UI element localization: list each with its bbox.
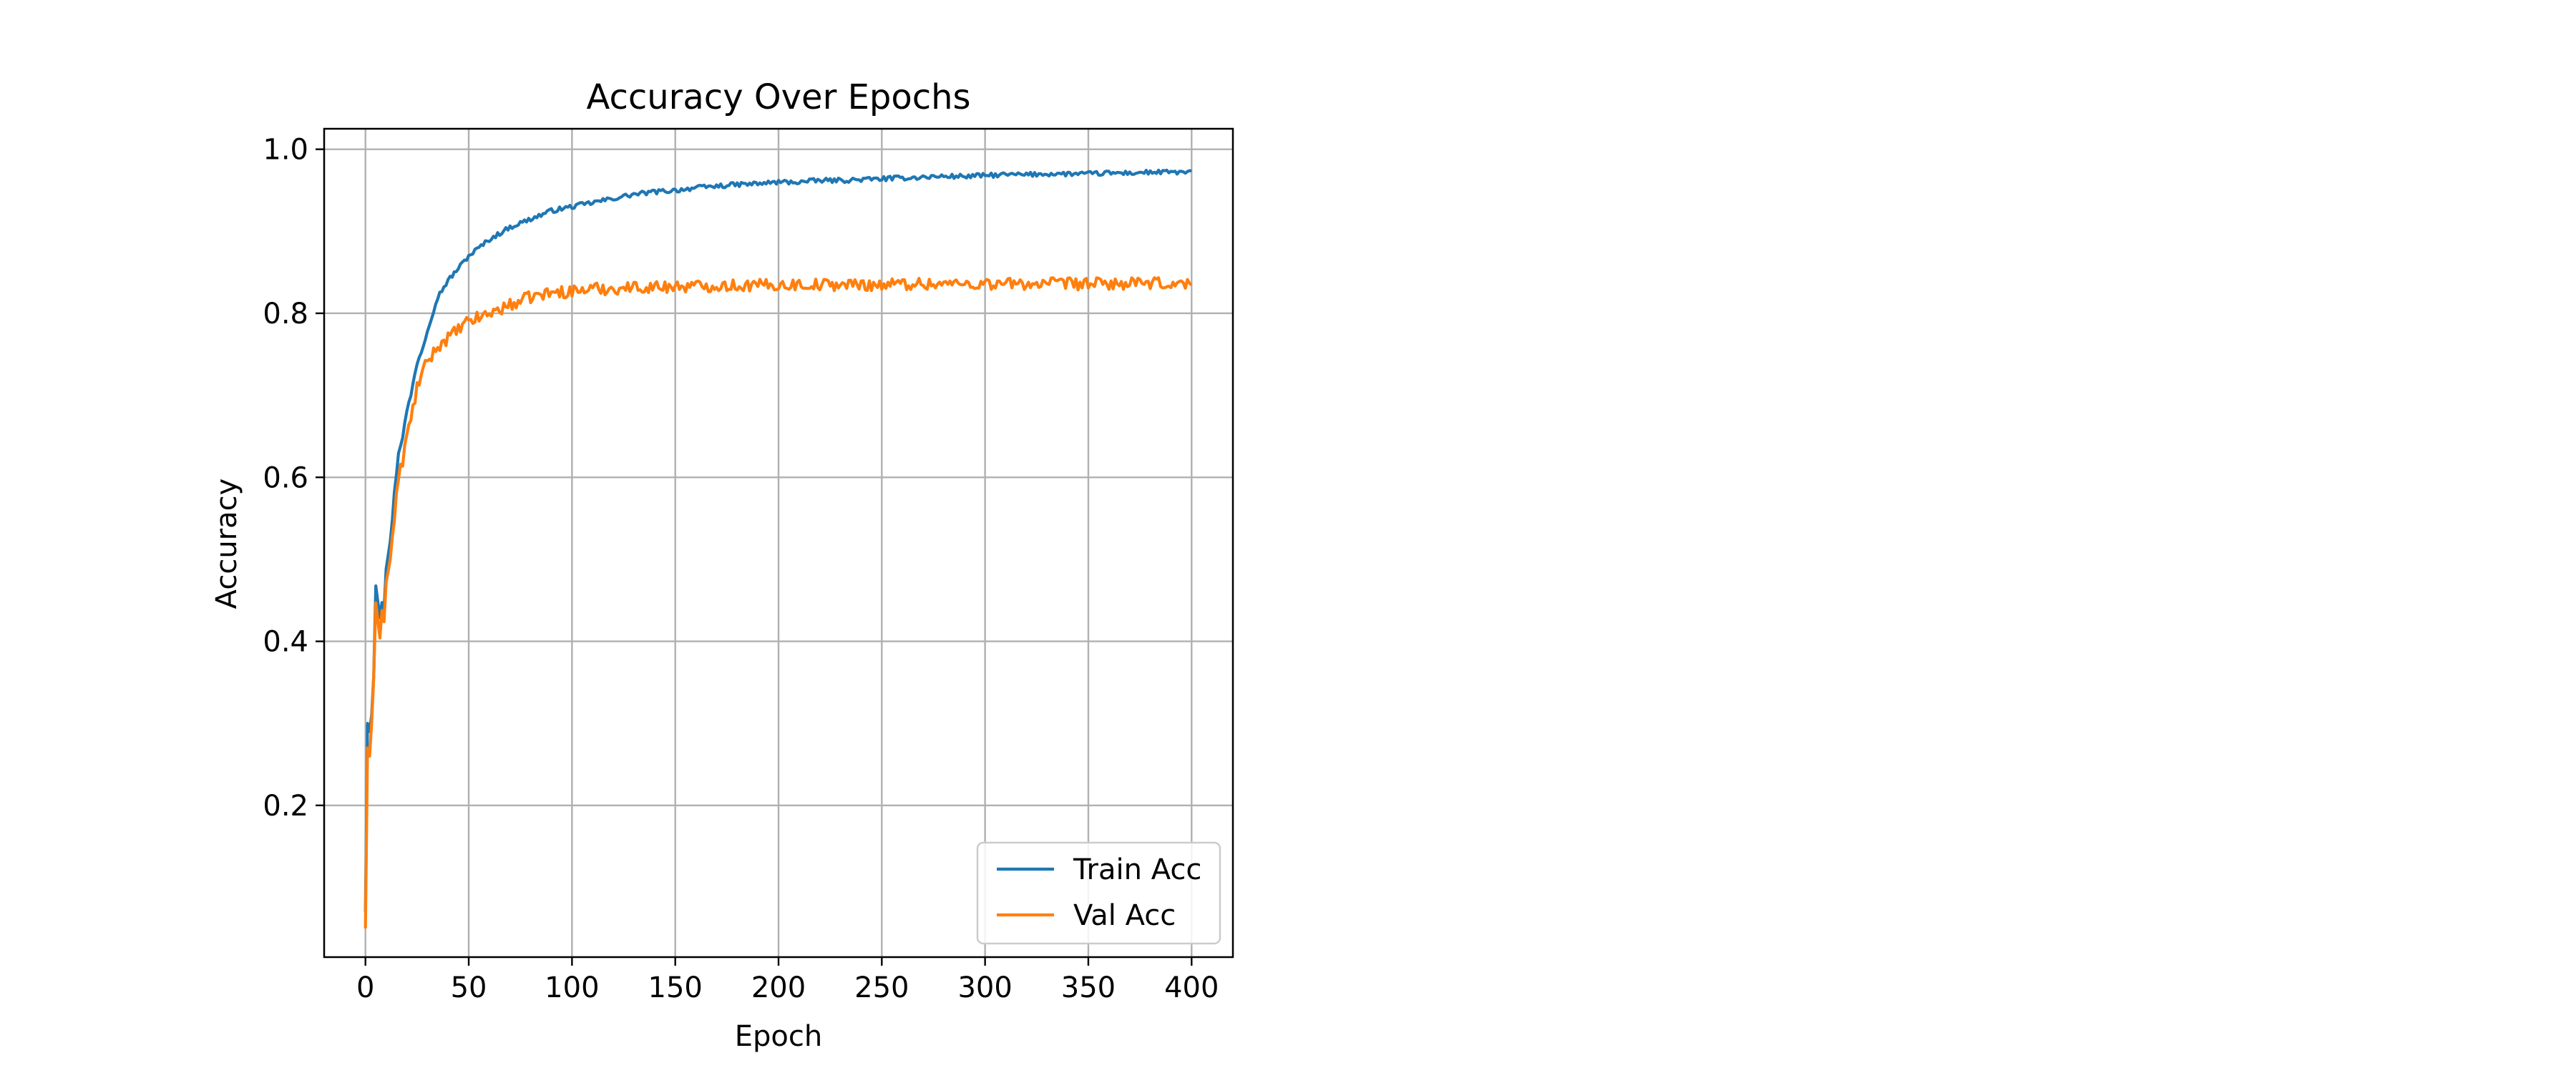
y-tick-label: 0.8 [263,298,308,330]
x-tick-label: 350 [1061,971,1116,1004]
x-tick-label: 150 [648,971,703,1004]
axis-ticks: 0 50 100 150 200 250 300 350 400 0.2 0.4 0.6 0.8 1.0 [263,134,1219,1004]
legend-label: Train Acc [1073,853,1201,886]
y-tick-label: 0.2 [263,790,308,823]
y-axis-label: Accuracy [210,479,243,609]
x-tick-label: 0 [356,971,374,1004]
series-line-val-acc [364,276,1193,929]
grid [324,129,1233,957]
chart-title: Accuracy Over Epochs [586,77,970,117]
x-tick-label: 50 [451,971,487,1004]
series-lines [364,168,1193,929]
y-tick-label: 0.6 [263,461,308,494]
y-tick-label: 0.4 [263,626,308,659]
legend-label: Val Acc [1073,899,1176,932]
series-line-train-acc [364,168,1192,912]
x-tick-label: 200 [751,971,806,1004]
x-tick-label: 400 [1164,971,1219,1004]
y-tick-label: 1.0 [263,134,308,167]
x-tick-label: 300 [957,971,1012,1004]
x-tick-label: 250 [854,971,909,1004]
x-tick-label: 100 [545,971,599,1004]
x-axis-label: Epoch [735,1020,822,1053]
legend: Train Acc Val Acc [976,841,1221,945]
